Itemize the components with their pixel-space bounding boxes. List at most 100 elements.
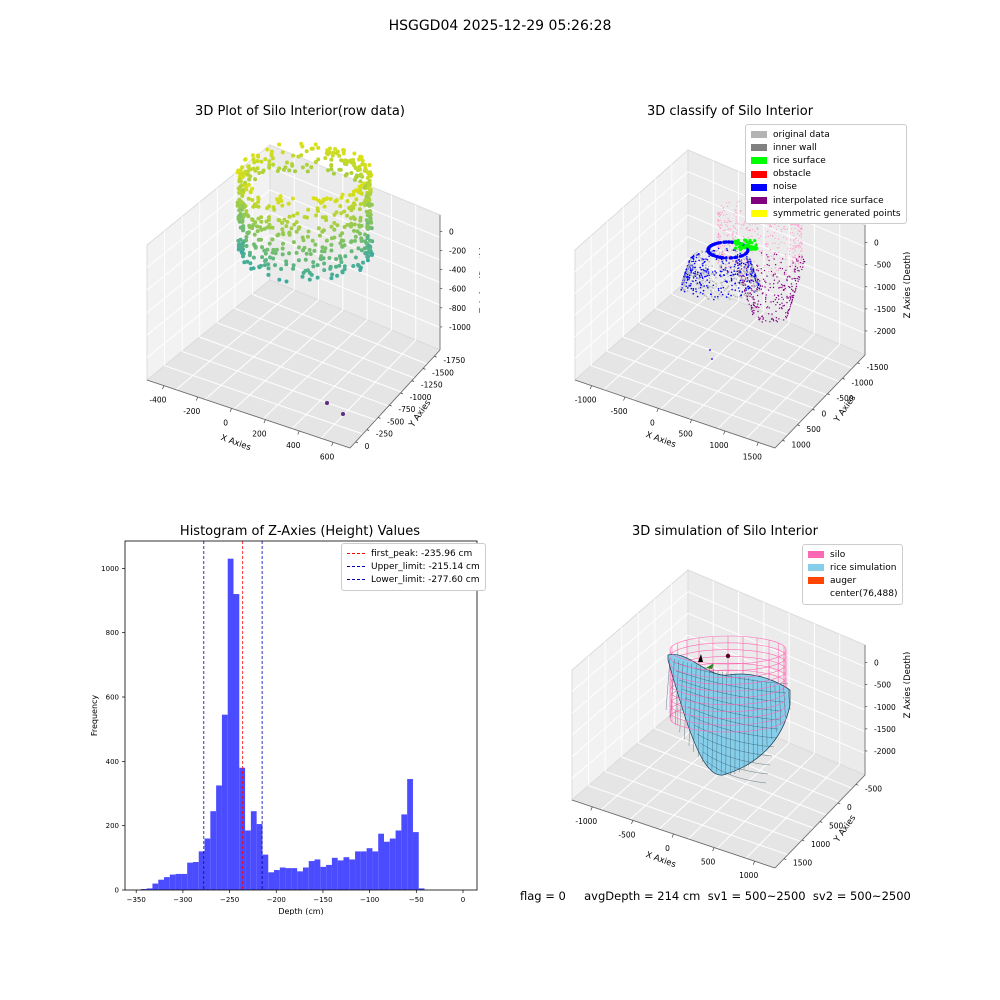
p2-point [769, 249, 771, 251]
p2-point [713, 250, 716, 252]
p1-point [252, 232, 257, 237]
p1-point [301, 248, 305, 253]
p1-point [273, 263, 277, 268]
p1-point [259, 219, 264, 224]
p2-y-tick [812, 408, 815, 411]
p1-point [316, 209, 320, 213]
x-tick-label: −150 [313, 896, 332, 904]
p1-point [252, 242, 256, 247]
p2-point [770, 301, 772, 303]
p2-point [726, 273, 729, 275]
p2-point [731, 274, 734, 276]
p2-point [753, 239, 757, 243]
p4-z-tick-label: -2000 [874, 747, 896, 756]
p2-point [715, 272, 717, 274]
p2-point [738, 263, 741, 265]
p1-point [360, 162, 365, 167]
p2-point [748, 271, 751, 274]
p2-point [773, 279, 776, 281]
p2-point [789, 239, 791, 241]
p2-point [739, 283, 741, 285]
p1-point [296, 154, 301, 159]
p2-point [683, 280, 685, 283]
p2-point [756, 227, 759, 229]
p2-point [793, 239, 795, 241]
p2-point [700, 281, 702, 283]
p2-point [725, 296, 728, 298]
panel1-title: 3D Plot of Silo Interior(row data) [195, 104, 405, 119]
p2-point [786, 276, 789, 278]
p1-y-tick [411, 380, 415, 382]
p1-point [291, 153, 296, 158]
p2-point [711, 280, 714, 282]
p4-x-tick-label: -500 [618, 830, 635, 839]
p2-point [705, 250, 707, 253]
p2-point [708, 255, 710, 258]
p4-x-tick [712, 847, 715, 852]
p4-silo-ring [669, 717, 787, 733]
p2-point [747, 285, 749, 288]
p1-point [359, 183, 364, 188]
legend-entry: Lower_limit: -277.60 cm [347, 573, 480, 586]
p2-point [719, 224, 722, 226]
legend-entry: interpolated rice surface [751, 194, 901, 207]
p2-point [712, 287, 715, 289]
p2-point [735, 216, 737, 218]
p1-x-tick [263, 419, 266, 424]
p4-rice-mesh [761, 681, 763, 752]
p1-point [241, 204, 245, 209]
p1-point [325, 401, 329, 405]
p2-point [725, 213, 727, 215]
p2-point [708, 261, 710, 263]
p2-point [774, 223, 776, 226]
p2-point [768, 256, 770, 258]
p2-point [751, 270, 753, 272]
p2-point [717, 236, 719, 238]
p2-point [757, 270, 759, 272]
p2-point [797, 239, 799, 241]
p2-point [792, 256, 794, 258]
p2-point [711, 243, 715, 247]
p4-grid-line [716, 753, 815, 849]
p1-point [320, 249, 324, 254]
p2-point [767, 256, 769, 258]
p2-point [802, 262, 804, 265]
p1-y-tick [355, 441, 359, 444]
p2-point [750, 288, 753, 290]
p2-point [696, 295, 699, 298]
p2-point [730, 279, 733, 282]
p1-point [279, 198, 284, 203]
p2-point [778, 269, 780, 271]
p2-point [688, 262, 691, 265]
p2-point [740, 296, 743, 299]
p2-point [698, 292, 701, 294]
p2-point [712, 284, 715, 287]
p2-point [769, 321, 771, 323]
p2-point [789, 265, 791, 268]
p1-point [351, 264, 356, 268]
p1-point [338, 167, 343, 172]
p2-point [757, 310, 759, 313]
p1-axis-line [146, 379, 351, 449]
p1-point [306, 229, 311, 234]
p2-point [720, 264, 722, 266]
p2-x-tick-label: 1500 [743, 452, 762, 460]
p2-point [729, 220, 731, 223]
p2-point [746, 296, 748, 298]
p2-point [690, 258, 692, 260]
p1-point [355, 168, 360, 173]
p1-grid-line [320, 339, 417, 439]
p1-point [322, 261, 327, 266]
p2-point [703, 273, 705, 275]
p2-point [770, 234, 772, 236]
p1-point [280, 246, 285, 251]
p2-point [722, 229, 724, 231]
p2-point [700, 283, 702, 286]
p2-point [751, 264, 753, 266]
p1-point [358, 268, 363, 272]
p1-point [306, 207, 311, 212]
p2-point [802, 258, 805, 261]
p1-point [271, 247, 276, 252]
p4-x-tick [590, 806, 593, 811]
p1-point [240, 165, 245, 170]
